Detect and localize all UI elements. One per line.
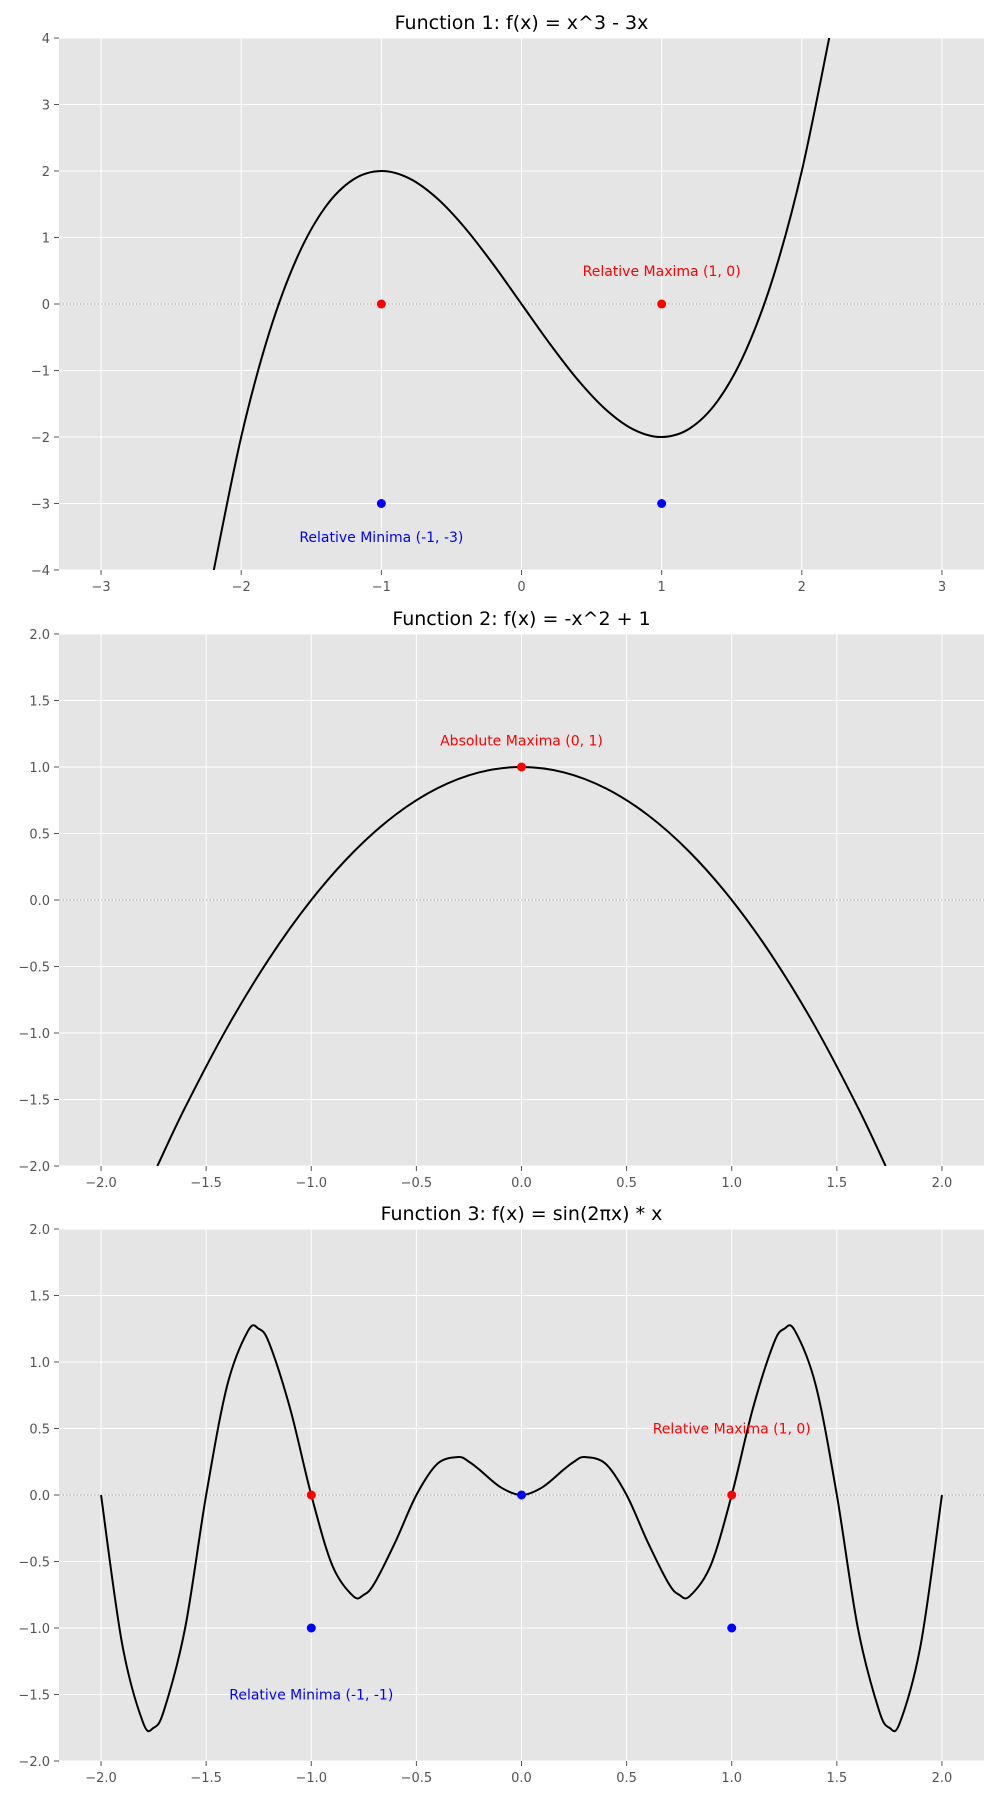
marker-point: [727, 1623, 737, 1633]
x-tick-label: −3: [91, 580, 110, 595]
y-tick-label: 1.0: [29, 1356, 50, 1371]
y-tick-label: 1.5: [29, 1290, 50, 1305]
x-tick-label: −2.0: [85, 1771, 117, 1786]
y-tick-label: 1.0: [29, 761, 50, 776]
x-tick-label: 0: [517, 580, 525, 595]
y-tick-label: −0.5: [18, 1556, 50, 1571]
marker-point: [517, 762, 526, 772]
function-1-plot: Relative Maxima (1, 0) Relative Minima (-…: [31, 12, 984, 595]
chart-title: Function 1: f(x) = x^3 - 3x: [395, 12, 649, 34]
x-tick-label: 0.5: [616, 1771, 637, 1786]
y-tick-label: 1: [42, 232, 50, 247]
y-tick-label: −2.0: [18, 1160, 50, 1175]
x-tick-label: −0.5: [401, 1176, 433, 1191]
x-tick-label: −1.5: [190, 1771, 222, 1786]
marker-point: [657, 499, 667, 508]
x-tick-label: 1: [658, 580, 666, 595]
x-tick-label: 1.0: [721, 1176, 742, 1191]
y-tick-label: 2.0: [29, 1223, 50, 1238]
marker-point: [376, 299, 386, 309]
function-3-plot: Relative Maxima (1, 0) Relative Minima (-…: [18, 1203, 984, 1786]
x-tick-label: 2.0: [932, 1176, 953, 1191]
y-tick-label: −0.5: [18, 961, 50, 976]
y-tick-label: 0.5: [29, 1423, 50, 1438]
y-tick-label: −1: [31, 365, 50, 380]
y-tick-label: 0.0: [29, 894, 50, 909]
x-tick-label: 1.0: [721, 1771, 742, 1786]
chart-title: Function 2: f(x) = -x^2 + 1: [392, 608, 650, 630]
x-tick-label: 0.5: [616, 1176, 637, 1191]
y-tick-label: 0.5: [29, 828, 50, 843]
y-tick-label: −1.0: [18, 1622, 50, 1637]
marker-point: [306, 1490, 316, 1500]
annotation-label: Relative Minima (-1, -1): [229, 1688, 393, 1704]
annotation-label: Relative Maxima (1, 0): [653, 1422, 811, 1438]
chart-title: Function 3: f(x) = sin(2πx) * x: [381, 1203, 663, 1225]
x-tick-label: 0.0: [511, 1176, 532, 1191]
x-tick-label: −0.5: [401, 1771, 433, 1786]
marker-point: [517, 1490, 526, 1500]
function-2-plot: Absolute Maxima (0, 1) −2.0 −1.5 −1.0 −0.5 0.…: [18, 608, 984, 1191]
y-tick-label: −1.5: [18, 1689, 50, 1704]
marker-point: [727, 1490, 737, 1500]
y-tick-label: −1.0: [18, 1027, 50, 1042]
x-tick-label: −2.0: [85, 1176, 117, 1191]
x-tick-label: 0.0: [511, 1771, 532, 1786]
x-tick-label: −2: [232, 580, 251, 595]
y-tick-label: −3: [31, 498, 50, 513]
x-tick-label: −1: [372, 580, 391, 595]
marker-point: [376, 499, 386, 508]
marker-point: [657, 299, 667, 309]
x-tick-label: 2: [798, 580, 806, 595]
y-tick-label: −4: [31, 564, 50, 579]
y-tick-label: −2: [31, 431, 50, 446]
y-tick-label: 2.0: [29, 628, 50, 643]
y-tick-label: −1.5: [18, 1094, 50, 1109]
x-tick-label: 1.5: [826, 1176, 847, 1191]
x-tick-label: −1.0: [295, 1771, 327, 1786]
x-tick-label: −1.5: [190, 1176, 222, 1191]
x-tick-label: −1.0: [295, 1176, 327, 1191]
annotation-label: Relative Minima (-1, -3): [299, 530, 463, 546]
marker-point: [306, 1623, 316, 1633]
x-tick-label: 1.5: [826, 1771, 847, 1786]
function-curve: [212, 38, 831, 570]
y-tick-label: 3: [42, 99, 50, 114]
y-tick-label: 0.0: [29, 1489, 50, 1504]
y-tick-label: −2.0: [18, 1755, 50, 1770]
y-tick-label: 2: [42, 165, 50, 180]
y-tick-label: 0: [42, 298, 50, 313]
y-tick-label: 4: [42, 32, 50, 47]
annotation-label: Relative Maxima (1, 0): [583, 264, 741, 280]
y-tick-label: 1.5: [29, 695, 50, 710]
x-tick-label: 2.0: [932, 1771, 953, 1786]
x-tick-label: 3: [938, 580, 946, 595]
annotation-label: Absolute Maxima (0, 1): [440, 733, 603, 749]
